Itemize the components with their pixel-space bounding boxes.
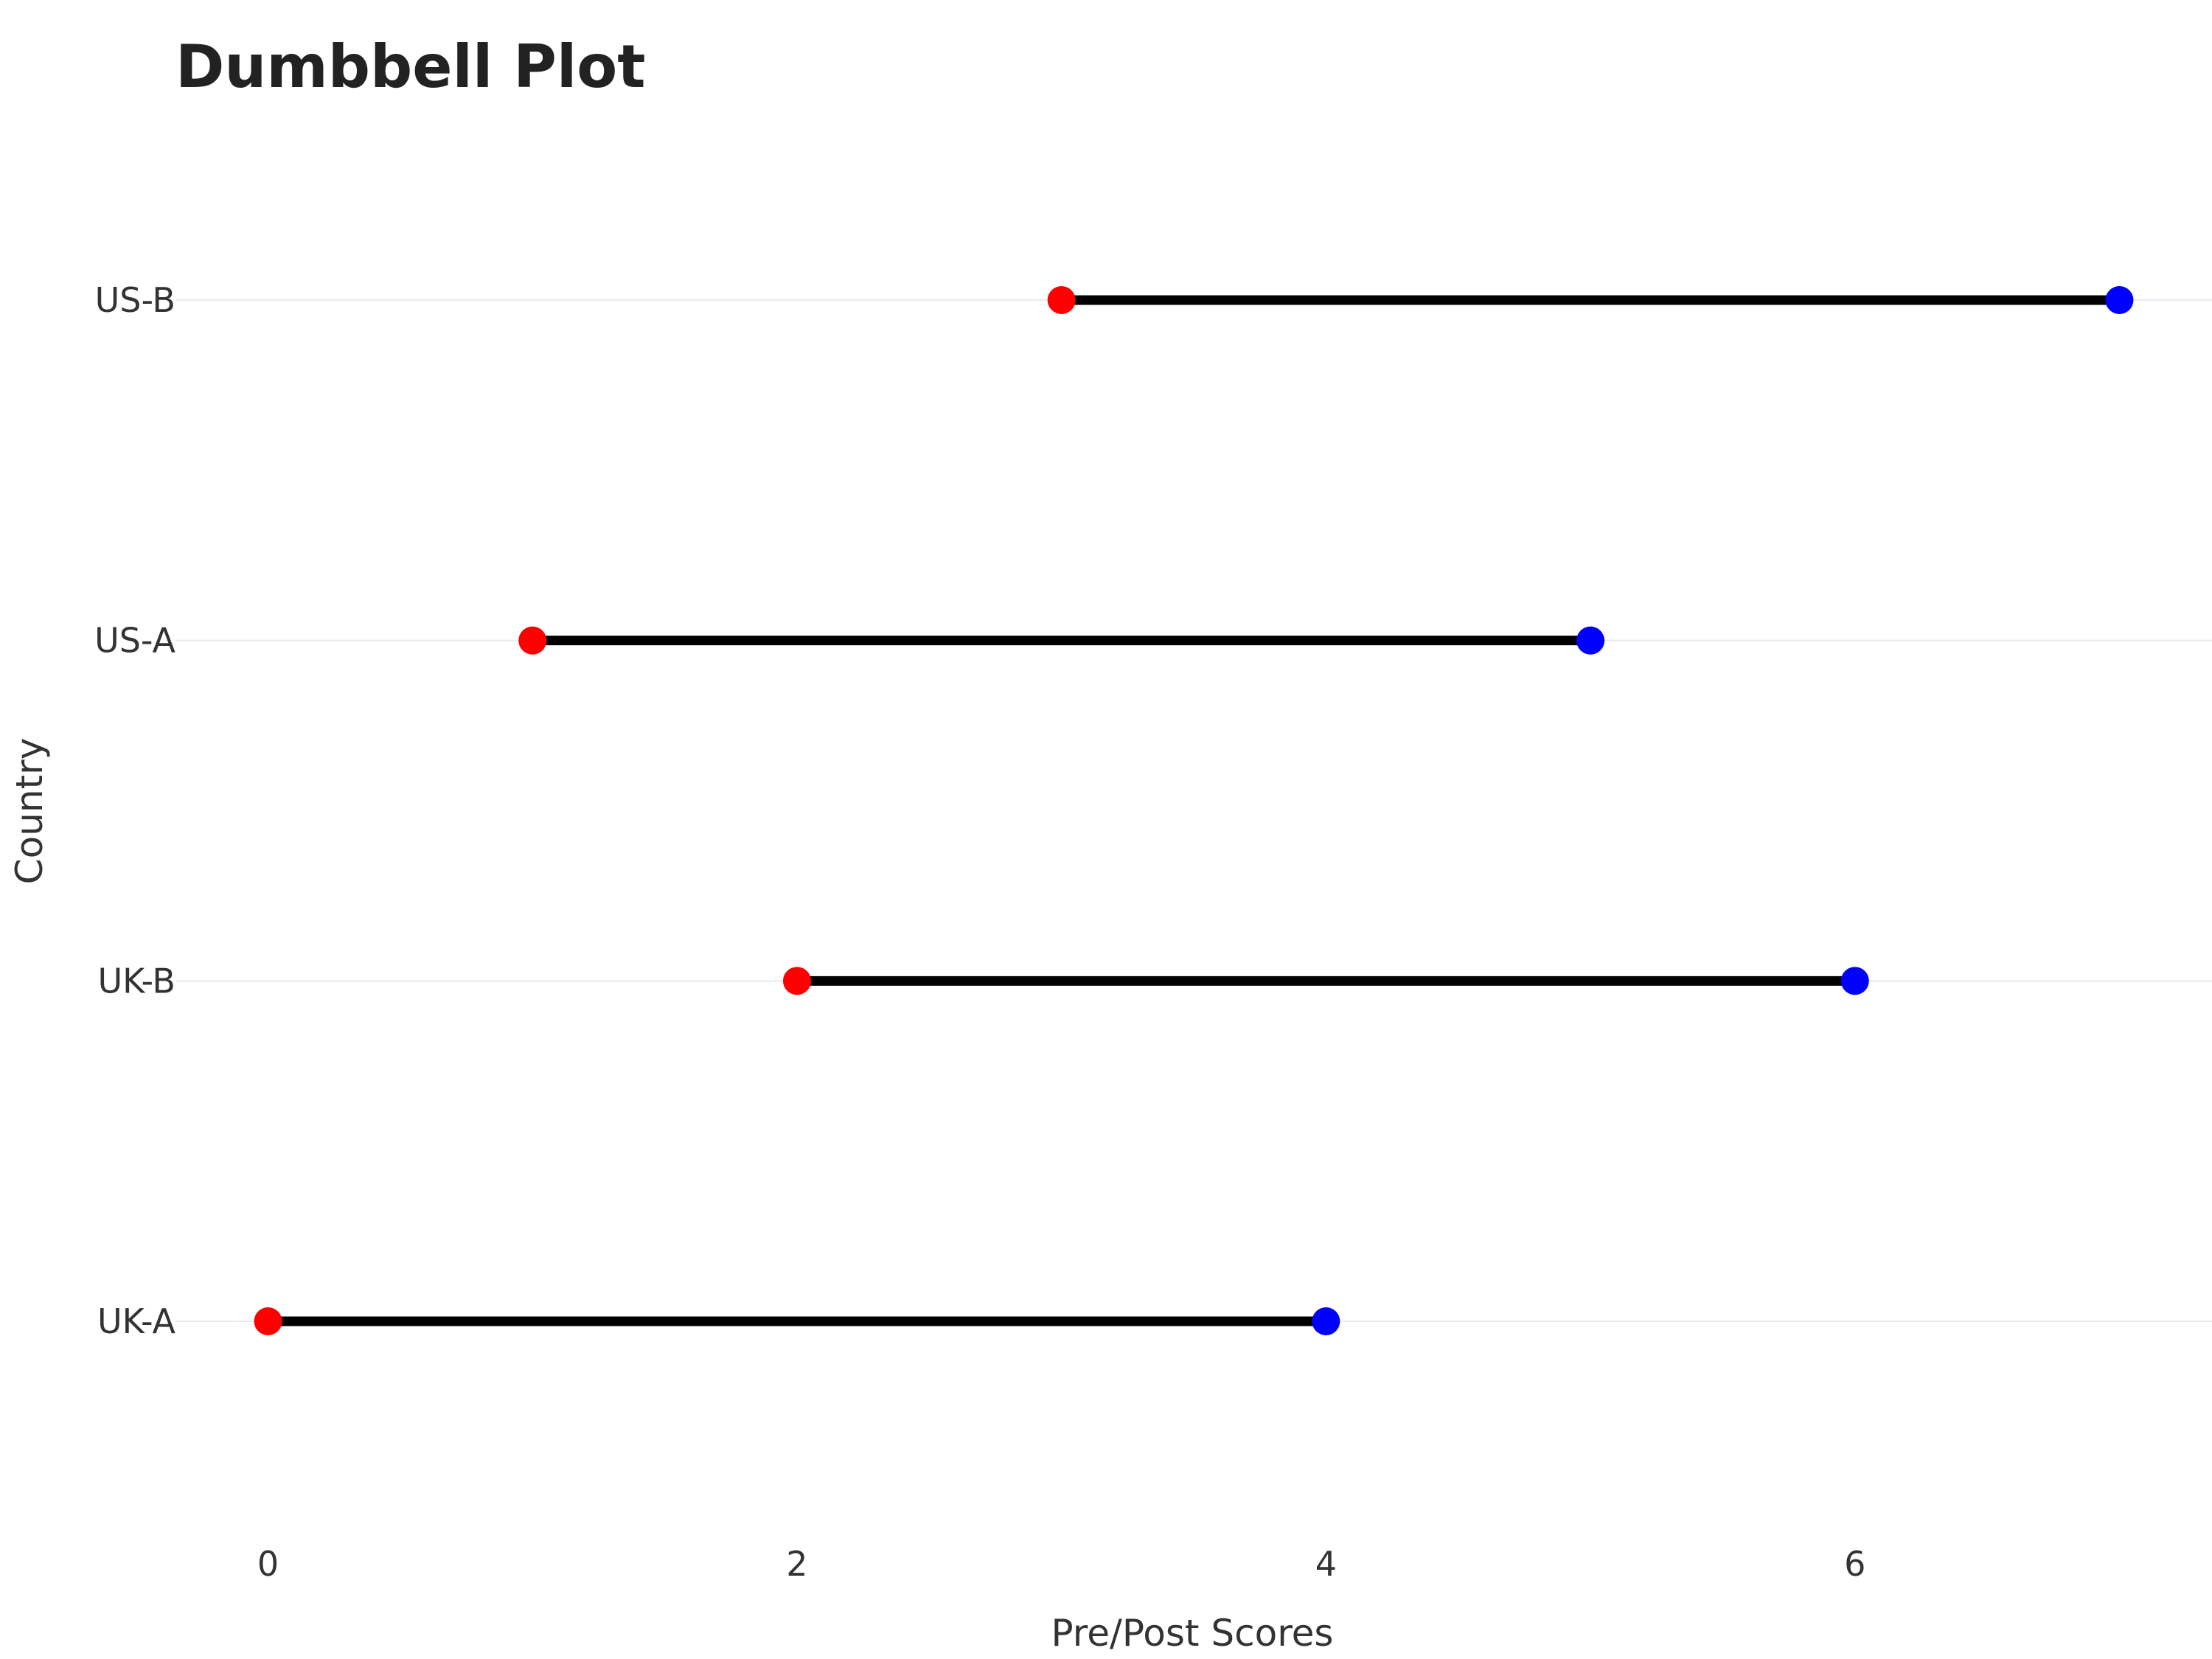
post-score-point [1840,967,1869,995]
x-axis-ticks: 0 2 4 6 [257,1544,1865,1584]
x-tick-label: 2 [786,1544,807,1584]
pre-score-point [518,626,547,655]
x-tick-label: 6 [1844,1544,1865,1584]
segment-layer [268,295,2120,1326]
post-score-point [1576,626,1605,655]
pre-score-point [782,967,811,995]
y-tick-label: US-A [94,621,175,661]
pre-score-point [1047,286,1076,314]
y-tick-label: UK-B [97,961,175,1001]
x-axis-title: Pre/Post Scores [1051,1612,1334,1655]
y-tick-label: US-B [95,280,175,320]
pre-score-point [254,1307,282,1335]
x-tick-label: 4 [1315,1544,1337,1584]
x-tick-label: 0 [257,1544,279,1584]
y-tick-label: UK-A [97,1301,176,1341]
post-score-point [2105,286,2134,314]
y-axis-title: Country [8,738,51,885]
y-axis-ticks: UK-A UK-B US-A US-B [94,280,175,1341]
post-score-point [1312,1307,1340,1335]
chart-title: Dumbbell Plot [175,32,645,101]
point-layer [254,286,2134,1335]
